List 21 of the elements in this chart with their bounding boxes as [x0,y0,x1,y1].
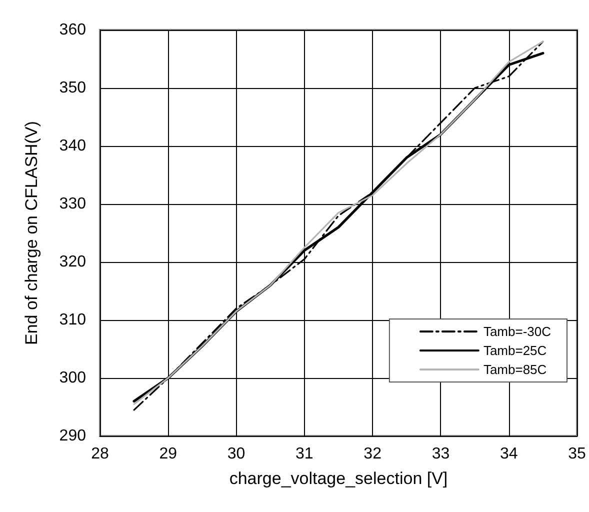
y-tick-label: 330 [59,196,86,212]
legend-label: Tamb=25C [483,343,547,358]
y-axis-title: End of charge on CFLASH(V) [22,121,41,345]
y-tick-label: 290 [59,428,86,444]
y-tick-label: 340 [59,138,86,154]
y-tick-label: 320 [59,254,86,270]
y-tick-label: 360 [59,22,86,38]
x-tick-label: 34 [500,446,518,462]
x-tick-label: 31 [296,446,314,462]
x-tick-label: 32 [364,446,382,462]
x-tick-label: 28 [91,446,109,462]
y-tick-label: 350 [59,80,86,96]
x-tick-label: 35 [568,446,586,462]
x-axis-title: charge_voltage_selection [V] [229,469,448,488]
x-tick-label: 33 [432,446,450,462]
legend-label: Tamb=85C [483,362,547,377]
y-tick-label: 300 [59,370,86,386]
legend-label: Tamb=-30C [483,324,552,339]
x-tick-label: 29 [159,446,178,462]
x-tick-label: 30 [227,446,246,462]
y-tick-label: 310 [59,312,86,328]
